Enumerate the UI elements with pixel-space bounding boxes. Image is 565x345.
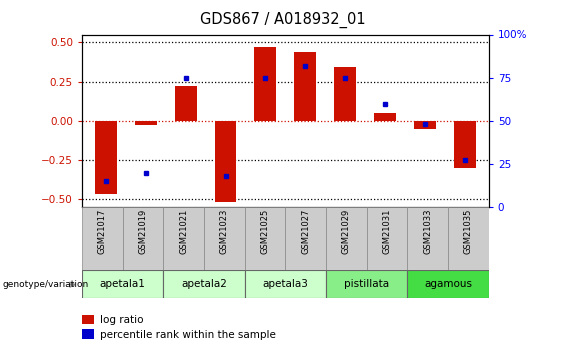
Text: log ratio: log ratio (100, 315, 144, 325)
Text: GSM21035: GSM21035 (464, 209, 473, 254)
Bar (82, 270, 163, 298)
Bar (326, 207, 367, 271)
Text: agamous: agamous (424, 279, 472, 289)
Bar (374, 113, 396, 121)
Text: genotype/variation: genotype/variation (3, 280, 89, 289)
Bar (367, 207, 407, 271)
Text: GSM21017: GSM21017 (98, 209, 107, 254)
Bar (163, 207, 204, 271)
Bar (334, 67, 356, 121)
Bar (175, 86, 197, 121)
Text: GSM21031: GSM21031 (383, 209, 392, 254)
Bar (326, 270, 407, 298)
Text: apetala2: apetala2 (181, 279, 227, 289)
Bar (414, 121, 436, 129)
Bar (82, 315, 94, 324)
Bar (215, 121, 237, 202)
Bar (95, 121, 117, 195)
Bar (407, 207, 448, 271)
Bar (82, 207, 123, 271)
Bar (407, 270, 489, 298)
Bar (245, 270, 326, 298)
Bar (123, 207, 163, 271)
Text: pistillata: pistillata (344, 279, 389, 289)
Text: GSM21019: GSM21019 (138, 209, 147, 254)
Text: percentile rank within the sample: percentile rank within the sample (100, 330, 276, 339)
Bar (245, 207, 285, 271)
Text: GSM21033: GSM21033 (423, 209, 432, 254)
Text: GSM21025: GSM21025 (260, 209, 270, 254)
Bar (294, 52, 316, 121)
Bar (204, 207, 245, 271)
Text: GSM21027: GSM21027 (301, 209, 310, 254)
Text: GDS867 / A018932_01: GDS867 / A018932_01 (199, 12, 366, 28)
Bar (285, 207, 326, 271)
Text: GSM21023: GSM21023 (220, 209, 229, 254)
Bar (135, 121, 157, 126)
Bar (82, 329, 94, 339)
Text: apetala3: apetala3 (262, 279, 308, 289)
Text: GSM21021: GSM21021 (179, 209, 188, 254)
Text: apetala1: apetala1 (99, 279, 146, 289)
Bar (454, 121, 476, 168)
Bar (163, 270, 245, 298)
Text: GSM21029: GSM21029 (342, 209, 351, 254)
Bar (254, 47, 276, 121)
Bar (448, 207, 489, 271)
